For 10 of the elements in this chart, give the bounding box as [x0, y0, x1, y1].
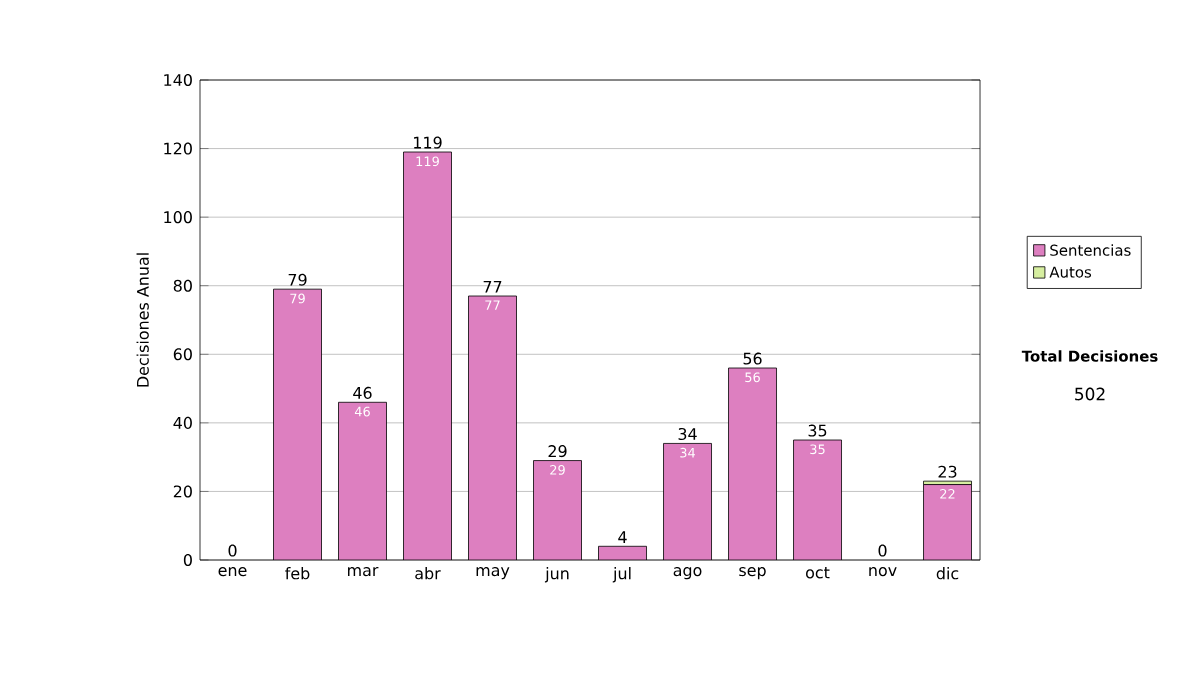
bar: [273, 289, 322, 560]
bar: [403, 152, 452, 560]
bar: [663, 443, 712, 560]
bar: [533, 460, 582, 560]
bar: [468, 296, 517, 560]
bar: [793, 440, 842, 560]
bar: [923, 484, 972, 560]
bar: [728, 368, 777, 560]
bar: [338, 402, 387, 560]
text: 502: [1075, 387, 1105, 401]
